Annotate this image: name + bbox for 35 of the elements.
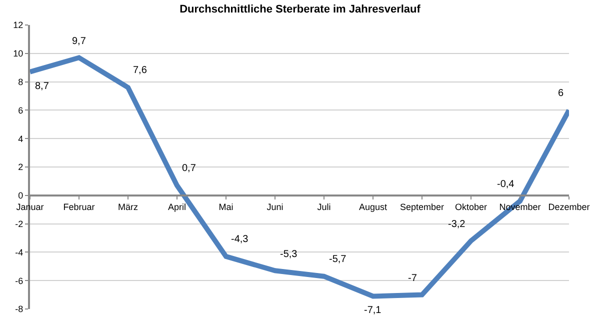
y-tick-label: -8: [15, 304, 24, 314]
data-label: 6: [558, 88, 564, 99]
data-label: -3,2: [448, 219, 466, 230]
y-tick-label: 10: [13, 48, 24, 59]
data-label: -5,7: [329, 254, 347, 265]
x-tick-label: März: [118, 202, 138, 212]
y-tick-label: 0: [18, 190, 24, 201]
y-tick-label: 8: [18, 76, 24, 87]
x-tick-label: Juli: [317, 202, 331, 212]
chart-title: Durchschnittliche Sterberate im Jahresverlauf: [180, 4, 421, 16]
data-label: 0,7: [182, 163, 196, 174]
x-tick-label: Januar: [16, 202, 44, 212]
data-label: -7: [408, 273, 418, 284]
y-tick-label: 12: [13, 20, 24, 30]
x-tick-label: April: [168, 202, 186, 212]
x-tick-label: Oktober: [454, 202, 488, 212]
y-tick-label: -2: [15, 218, 24, 229]
y-tick-label: 4: [18, 134, 24, 144]
y-tick-label: -6: [15, 276, 24, 286]
x-tick-label: Februar: [63, 202, 95, 212]
x-tick-label: Dezember: [548, 202, 590, 212]
y-tick-label: 2: [18, 162, 24, 172]
x-tick-label: September: [400, 202, 444, 212]
data-label: -7,1: [364, 305, 382, 316]
data-label: 7,6: [133, 65, 148, 76]
x-tick-label: August: [358, 202, 388, 212]
data-label: 8,7: [35, 81, 50, 92]
data-label: -0,4: [497, 179, 515, 190]
data-label: -5,3: [280, 249, 298, 260]
y-tick-label: -4: [15, 247, 24, 258]
y-tick-label: 6: [18, 105, 24, 116]
data-label: 9,7: [72, 36, 86, 47]
x-tick-label: Mai: [218, 202, 234, 212]
x-tick-label: Juni: [266, 202, 284, 212]
data-label: -4,3: [231, 234, 249, 245]
